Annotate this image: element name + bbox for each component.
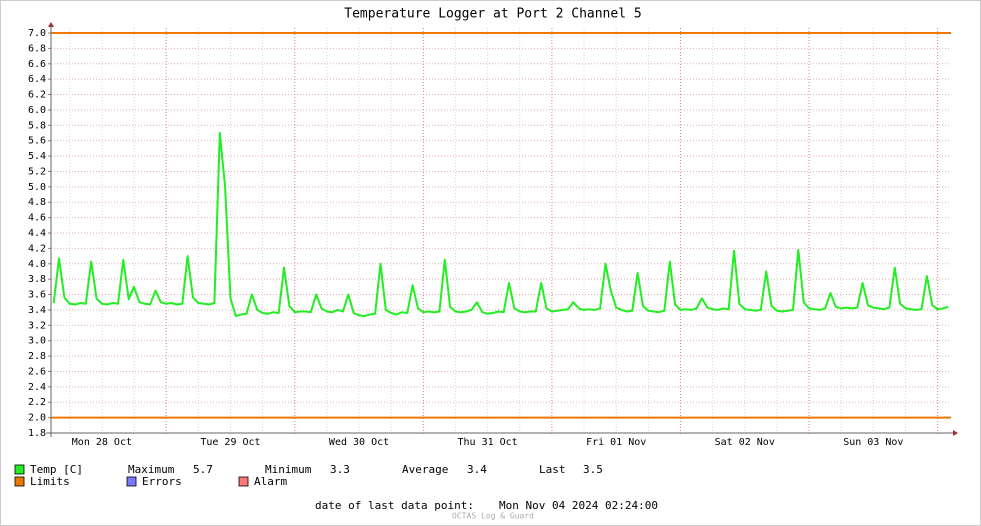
y-tick-label: 6.8 bbox=[28, 43, 46, 54]
footer-label: date of last data point: bbox=[315, 499, 474, 512]
y-tick-label: 5.8 bbox=[28, 120, 46, 131]
y-tick-label: 6.6 bbox=[28, 59, 46, 70]
y-tick-label: 4.6 bbox=[28, 213, 46, 224]
y-tick-label: 1.8 bbox=[28, 428, 46, 439]
stat-label: Last bbox=[539, 463, 566, 476]
y-tick-label: 2.8 bbox=[28, 351, 46, 362]
y-tick-label: 3.8 bbox=[28, 274, 46, 285]
y-tick-label: 5.2 bbox=[28, 166, 46, 177]
legend-swatch bbox=[14, 464, 25, 475]
x-tick-label: Fri 01 Nov bbox=[586, 437, 646, 448]
legend-label: Temp [C] bbox=[30, 463, 83, 476]
x-axis-arrow bbox=[953, 430, 958, 436]
stat-value: 3.4 bbox=[467, 463, 487, 476]
y-tick-label: 2.4 bbox=[28, 382, 46, 393]
y-tick-label: 4.8 bbox=[28, 197, 46, 208]
x-tick-label: Thu 31 Oct bbox=[457, 437, 517, 448]
x-tick-label: Mon 28 Oct bbox=[72, 437, 132, 448]
y-tick-label: 7.0 bbox=[28, 28, 46, 39]
y-axis-arrow bbox=[48, 22, 54, 27]
y-tick-label: 3.4 bbox=[28, 305, 46, 316]
y-tick-label: 4.4 bbox=[28, 228, 46, 239]
stat-label: Average bbox=[402, 463, 448, 476]
y-tick-label: 5.6 bbox=[28, 136, 46, 147]
y-tick-label: 4.2 bbox=[28, 243, 46, 254]
y-tick-label: 2.2 bbox=[28, 397, 46, 408]
y-tick-label: 6.2 bbox=[28, 90, 46, 101]
y-tick-label: 2.0 bbox=[28, 413, 46, 424]
x-tick-label: Sun 03 Nov bbox=[843, 437, 903, 448]
stat-value: 3.3 bbox=[330, 463, 350, 476]
legend-label: Errors bbox=[142, 475, 182, 488]
stat-label: Minimum bbox=[265, 463, 312, 476]
legend-label: Limits bbox=[30, 475, 70, 488]
y-tick-label: 5.4 bbox=[28, 151, 46, 162]
stat-value: 5.7 bbox=[193, 463, 213, 476]
legend-swatch bbox=[126, 476, 137, 487]
y-tick-label: 3.2 bbox=[28, 320, 46, 331]
legend-swatch bbox=[14, 476, 25, 487]
footer-value: Mon Nov 04 2024 02:24:00 bbox=[499, 499, 658, 512]
x-tick-label: Wed 30 Oct bbox=[329, 437, 389, 448]
stat-label: Maximum bbox=[128, 463, 175, 476]
x-tick-label: Sat 02 Nov bbox=[715, 437, 775, 448]
y-tick-label: 5.0 bbox=[28, 182, 46, 193]
chart-title: Temperature Logger at Port 2 Channel 5 bbox=[344, 7, 641, 22]
y-tick-label: 2.6 bbox=[28, 366, 46, 377]
data-line bbox=[52, 132, 949, 318]
y-tick-label: 6.4 bbox=[28, 74, 46, 85]
stat-value: 3.5 bbox=[583, 463, 603, 476]
legend-label: Alarm bbox=[254, 475, 287, 488]
y-tick-label: 3.6 bbox=[28, 290, 46, 301]
watermark: OCTAS Log & Guard bbox=[452, 512, 534, 521]
legend-swatch bbox=[238, 476, 249, 487]
y-tick-label: 3.0 bbox=[28, 336, 46, 347]
x-tick-label: Tue 29 Oct bbox=[200, 437, 260, 448]
y-tick-label: 6.0 bbox=[28, 105, 46, 116]
y-tick-label: 4.0 bbox=[28, 259, 46, 270]
